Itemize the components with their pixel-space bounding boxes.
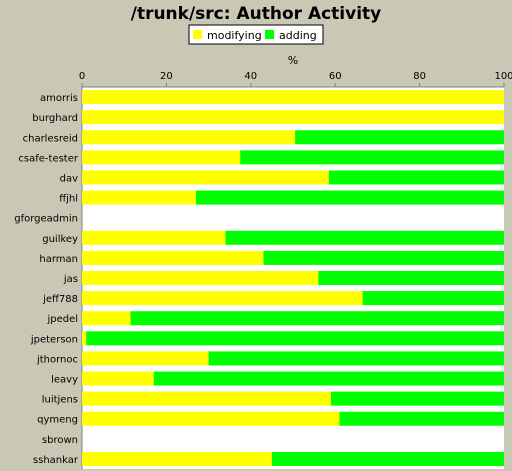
bar-adding-sshankar [271,451,504,466]
bar-adding-qymeng [339,411,504,426]
category-label: gforgeadmin [14,214,78,225]
legend: modifying adding [188,24,324,45]
legend-box [188,24,324,45]
bar-modifying-amorris [82,90,504,105]
bar-adding-guilkey [225,230,505,245]
x-tick-label: 80 [413,71,426,82]
bar-adding-csafe-tester [240,150,504,165]
x-tick-label: 20 [160,71,173,82]
x-axis-ticks: 0 20 40 60 80 100 [79,71,512,87]
bar-adding-harman [263,250,504,265]
category-label: guilkey [42,234,78,245]
bar-adding-jas [318,271,504,285]
x-tick-label: 40 [244,71,257,82]
category-label: qymeng [37,415,78,426]
bar-modifying-dav [82,170,329,185]
bar-adding-dav [328,170,504,185]
bar-modifying-jpeterson [82,331,87,346]
category-label: ffjhl [59,194,78,205]
category-label: sbrown [42,435,78,446]
category-label: csafe-tester [18,153,78,164]
bar-modifying-sshankar [82,451,272,466]
bar-adding-jthornoc [208,351,504,366]
bar-modifying-jthornoc [82,351,209,366]
bar-adding-jpedel [130,311,504,326]
category-label: jeff788 [42,294,78,305]
bar-adding-charlesreid [295,130,504,145]
category-label: jpeterson [30,334,78,345]
chart-title: /trunk/src: Author Activity [131,4,382,24]
bar-modifying-guilkey [82,230,226,245]
x-tick-label: 100 [494,71,512,82]
legend-swatch-modifying [193,30,202,39]
bar-modifying-ffjhl [82,190,196,205]
legend-swatch-adding [265,30,274,39]
y-axis-categories: amorris burghard charlesreid csafe-tester da… [14,93,79,466]
bar-modifying-burghard [82,110,504,125]
bar-modifying-charlesreid [82,130,296,145]
category-label: jpedel [46,314,78,325]
bar-modifying-qymeng [82,411,340,426]
x-axis-label: % [288,54,298,67]
bar-modifying-jeff788 [82,291,363,306]
bar-modifying-csafe-tester [82,150,241,165]
category-label: leavy [51,375,78,386]
x-tick-label: 60 [329,71,342,82]
category-label: harman [39,254,78,265]
legend-label-adding: adding [279,29,317,42]
bar-adding-jpeterson [86,331,504,346]
bars [82,90,505,466]
bar-adding-ffjhl [195,190,504,205]
category-label: dav [60,173,78,184]
category-label: sshankar [33,455,79,466]
bar-adding-luitjens [330,391,504,406]
category-label: jas [63,274,78,285]
category-label: burghard [32,113,78,124]
bar-adding-leavy [153,371,505,386]
x-tick-label: 0 [79,71,85,82]
bar-modifying-harman [82,250,264,265]
category-label: amorris [40,93,78,104]
bar-modifying-jas [82,271,319,285]
bar-modifying-luitjens [82,391,331,406]
category-label: jthornoc [36,354,78,365]
category-label: charlesreid [23,133,78,144]
legend-label-modifying: modifying [207,29,262,42]
bar-modifying-leavy [82,371,154,386]
bar-adding-jeff788 [362,291,504,306]
bar-modifying-jpedel [82,311,131,326]
category-label: luitjens [42,395,78,406]
